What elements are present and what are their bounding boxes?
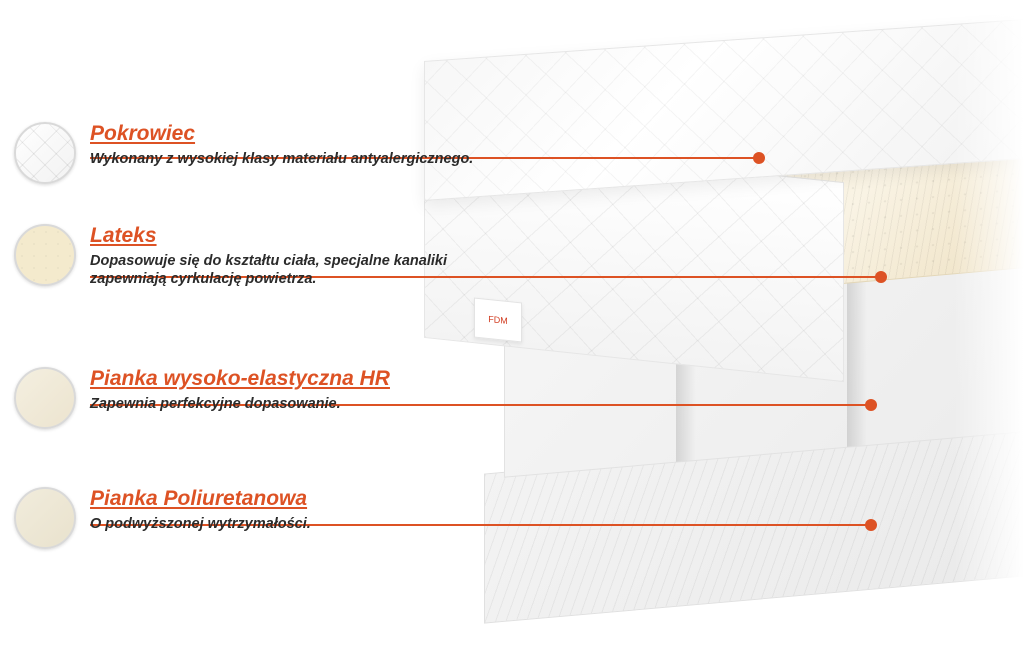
swatch-pokrowiec	[14, 122, 76, 184]
swatch-lateks	[14, 224, 76, 286]
callout-desc: Dopasowuje się do kształtu ciała, specja…	[90, 252, 474, 288]
callout-title: Pokrowiec	[90, 122, 473, 146]
fade-edge	[954, 0, 1024, 657]
callout-title: Lateks	[90, 224, 474, 248]
callout-pokrowiec: Pokrowiec Wykonany z wysokiej klasy mater…	[14, 122, 474, 184]
callout-text-pokrowiec: Pokrowiec Wykonany z wysokiej klasy mater…	[90, 122, 473, 168]
swatch-pu	[14, 487, 76, 549]
callout-title: Pianka Poliuretanowa	[90, 487, 311, 511]
callout-desc: Zapewnia perfekcyjne dopasowanie.	[90, 395, 390, 413]
callout-title: Pianka wysoko-elastyczna HR	[90, 367, 390, 391]
mattress-infographic: FDM PokrowiecWykonany z wysokiej klasy m…	[0, 0, 1024, 657]
callouts-group: Pokrowiec Wykonany z wysokiej klasy mater…	[0, 0, 1024, 657]
callout-lateks: Lateks Dopasowuje się do kształtu ciała, …	[14, 224, 474, 288]
callout-desc: Wykonany z wysokiej klasy materiału anty…	[90, 150, 473, 168]
callout-pu: Pianka Poliuretanowa O podwyższonej wytrz…	[14, 487, 474, 549]
callout-text-pu: Pianka Poliuretanowa O podwyższonej wytrz…	[90, 487, 311, 533]
callout-text-hr: Pianka wysoko-elastyczna HR Zapewnia perf…	[90, 367, 390, 413]
callout-text-lateks: Lateks Dopasowuje się do kształtu ciała, …	[90, 224, 474, 288]
callout-desc: O podwyższonej wytrzymałości.	[90, 515, 311, 533]
swatch-hr	[14, 367, 76, 429]
callout-hr: Pianka wysoko-elastyczna HR Zapewnia perf…	[14, 367, 474, 429]
